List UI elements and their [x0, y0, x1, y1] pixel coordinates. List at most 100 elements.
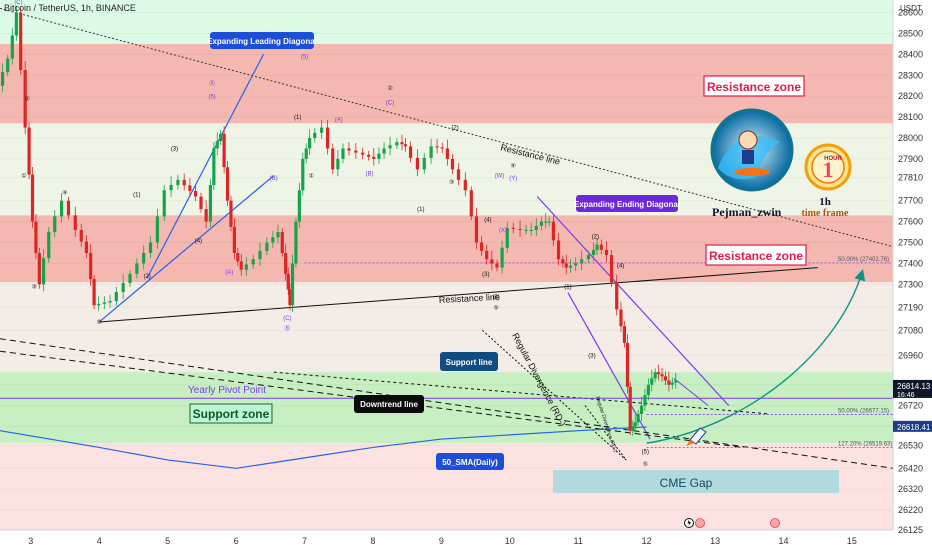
price-tick-27300: 27300: [898, 279, 923, 289]
time-tick-14: 14: [779, 536, 789, 546]
candle-body: [609, 255, 614, 283]
fib-levels: 50.00% (27402.76) 50.00% (26677.15) 127.20…: [304, 257, 893, 448]
divergence-line-2: [584, 405, 627, 461]
candle-body: [615, 282, 619, 310]
ending-diagonal-lower: [567, 292, 651, 440]
candle-body: [193, 190, 198, 197]
svg-text:CME Gap: CME Gap: [660, 476, 713, 490]
candle-body: [341, 148, 345, 159]
candle-body: [6, 58, 10, 73]
candle-body: [667, 380, 671, 385]
price-tick-27600: 27600: [898, 217, 923, 227]
candle-body: [372, 156, 376, 159]
expanding-ending-diagonal-label: Expanding Ending Diagonal: [574, 195, 680, 212]
candle-body: [135, 263, 139, 274]
price-tick-27900: 27900: [898, 154, 923, 164]
candle-body: [500, 247, 504, 268]
candle-body: [415, 157, 420, 170]
timeframe-label: 1h: [819, 196, 831, 208]
sma-label: 50_SMA(Daily): [436, 453, 504, 470]
candle-body: [155, 216, 159, 243]
wave-label-40: ⑤: [643, 461, 648, 468]
time-tick-5: 5: [165, 536, 170, 546]
wave-label-4: ④: [62, 189, 67, 196]
svg-text:Resistance zone: Resistance zone: [707, 80, 801, 94]
event-icons[interactable]: [684, 518, 780, 528]
downtrend-line-1: [0, 338, 894, 469]
price-tick-26960: 26960: [898, 350, 923, 360]
svg-text:Expanding Ending Diagonal: Expanding Ending Diagonal: [574, 200, 680, 209]
wave-label-36: (1): [564, 285, 571, 291]
candle-body: [518, 228, 522, 230]
time-tick-labels: 3 4 5 6 7 8 9 10 11 12 13 14 15: [28, 536, 857, 546]
candle-body: [474, 216, 479, 243]
candle-body: [639, 405, 644, 414]
hour-badge-text: HOUR: [824, 156, 842, 162]
candle-body: [102, 302, 106, 304]
wave-label-31: (4): [484, 218, 491, 224]
price-tag-1: [893, 420, 932, 432]
candle-body: [199, 196, 203, 210]
candle-body: [208, 185, 213, 222]
timeframe-sub-label: time frame: [802, 208, 849, 219]
candle-body: [59, 200, 64, 217]
svg-text:Resistance zone: Resistance zone: [709, 249, 803, 263]
projection-arrow: [646, 269, 866, 444]
candle-body: [556, 240, 561, 260]
sma-line: [0, 426, 647, 469]
candle-body: [574, 263, 578, 266]
candle-body: [308, 137, 312, 149]
candle-body: [30, 174, 35, 222]
candle-body: [551, 221, 556, 241]
candle-body: [114, 292, 118, 302]
price-axis[interactable]: [893, 0, 932, 530]
price-tick-labels: 2612526220263202642026530266202672026820…: [898, 8, 923, 535]
price-tick-28200: 28200: [898, 91, 923, 101]
time-tick-11: 11: [574, 536, 583, 546]
candle-body: [47, 232, 51, 259]
candle-body: [646, 384, 650, 396]
wave-label-14: (C): [283, 316, 291, 322]
candle-body: [382, 148, 386, 154]
candle-body: [505, 227, 509, 248]
candle-body: [331, 148, 335, 170]
candle-body: [97, 303, 101, 306]
candle-body: [128, 273, 132, 283]
candle-body: [395, 142, 399, 146]
candle-body: [89, 252, 93, 280]
candle-body: [485, 250, 489, 260]
svg-text:Support zone: Support zone: [193, 407, 270, 421]
wave-label-25: (2): [451, 126, 458, 132]
us-flag-icon[interactable]: [695, 518, 705, 528]
resistance-zone-label-2: Resistance zone: [705, 244, 807, 266]
candle-body: [403, 144, 408, 147]
support-zone-label: Support zone: [189, 403, 273, 424]
candle-body: [236, 252, 240, 262]
wave-label-26: ③: [449, 179, 454, 186]
time-axis[interactable]: [0, 530, 893, 550]
candle-body: [27, 127, 31, 175]
time-tick-3: 3: [28, 536, 33, 546]
time-tick-6: 6: [234, 536, 239, 546]
candle-body: [10, 35, 14, 59]
candle-body: [435, 146, 439, 148]
price-tick-28000: 28000: [898, 133, 923, 143]
us-flag-icon-2[interactable]: [770, 518, 780, 528]
candle-body: [440, 147, 444, 149]
expanding-leading-diagonal-label: Expanding Leading Diagonal: [207, 32, 317, 49]
candle-body: [286, 273, 290, 290]
candle-body: [568, 265, 573, 268]
wave-label-13: (B): [270, 176, 278, 182]
price-tick-27080: 27080: [898, 325, 923, 335]
price-tag-value-1: 26618.41: [897, 423, 931, 432]
candle-body: [377, 153, 381, 159]
zone-band-5: [0, 372, 893, 444]
candle-body: [320, 127, 324, 133]
candle-body: [239, 261, 243, 270]
candles: [0, 6, 678, 436]
wave-label-0: (C): [14, 0, 22, 6]
candle-body: [162, 190, 166, 217]
candle-body: [469, 190, 473, 217]
candle-body: [657, 372, 661, 375]
